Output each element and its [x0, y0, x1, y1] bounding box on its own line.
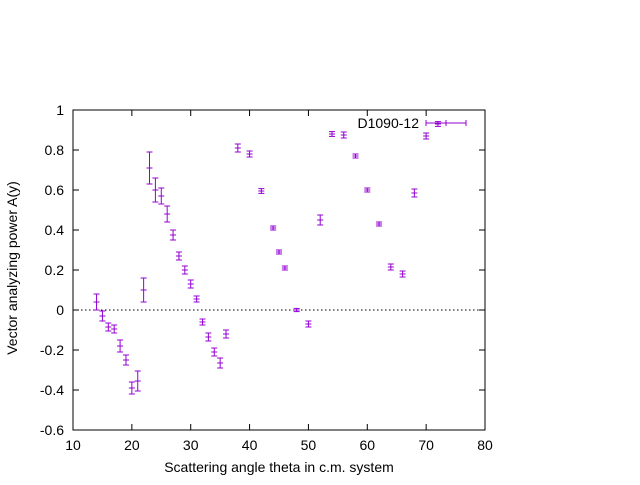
data-point [187, 279, 194, 289]
data-point [217, 357, 224, 369]
data-point [99, 310, 106, 322]
data-point [423, 132, 430, 140]
data-point [193, 295, 200, 303]
y-tick-label: 0.8 [45, 142, 65, 158]
data-point [181, 265, 188, 275]
y-axis-label: Vector analyzing power A(y) [4, 181, 20, 355]
data-point [175, 251, 182, 261]
data-point [140, 277, 147, 303]
data-point [258, 188, 265, 194]
data-point [122, 354, 129, 366]
data-point [293, 307, 300, 313]
data-point [340, 131, 347, 139]
data-point [105, 322, 112, 332]
y-tick-label: 1 [56, 102, 64, 118]
x-tick-label: 30 [183, 437, 199, 453]
data-point [152, 177, 159, 203]
data-point [234, 143, 241, 153]
data-point [146, 151, 153, 185]
y-tick-label: 0.2 [45, 262, 65, 278]
data-point [387, 263, 394, 271]
legend-sample [425, 120, 467, 126]
data-point [328, 131, 335, 137]
data-point [205, 332, 212, 342]
data-point [223, 329, 230, 339]
x-tick-label: 20 [124, 437, 140, 453]
data-point [134, 370, 141, 392]
x-tick-label: 70 [418, 437, 434, 453]
x-tick-label: 10 [65, 437, 81, 453]
y-tick-label: -0.4 [40, 382, 64, 398]
y-tick-label: 0.6 [45, 182, 65, 198]
legend-label: D1090-12 [358, 115, 420, 131]
data-point [276, 249, 282, 255]
y-tick-label: -0.2 [40, 342, 64, 358]
data-point [199, 318, 206, 326]
data-point [211, 347, 218, 357]
data-point [376, 221, 383, 227]
y-tick-label: 0.4 [45, 222, 65, 238]
data-point [128, 381, 135, 395]
data-point [246, 150, 253, 158]
y-tick-label: 0 [56, 302, 64, 318]
data-point [317, 214, 324, 226]
data-point [158, 187, 165, 205]
y-tick-label: -0.6 [40, 422, 64, 438]
data-point [281, 265, 288, 271]
data-point [364, 187, 371, 193]
x-axis-label: Scattering angle theta in c.m. system [164, 459, 394, 475]
data-point [111, 324, 118, 334]
data-point [117, 339, 124, 353]
data-point [164, 205, 171, 223]
data-point [305, 320, 312, 328]
x-tick-label: 60 [359, 437, 375, 453]
x-tick-label: 80 [477, 437, 493, 453]
data-point [93, 293, 100, 311]
legend: D1090-12 [358, 115, 467, 131]
x-tick-label: 40 [242, 437, 258, 453]
data-point [411, 188, 418, 198]
data-point [434, 121, 441, 127]
data-point [352, 153, 359, 159]
data-point [270, 225, 277, 231]
x-tick-label: 50 [301, 437, 317, 453]
data-point [399, 270, 406, 278]
data-point [170, 229, 177, 241]
